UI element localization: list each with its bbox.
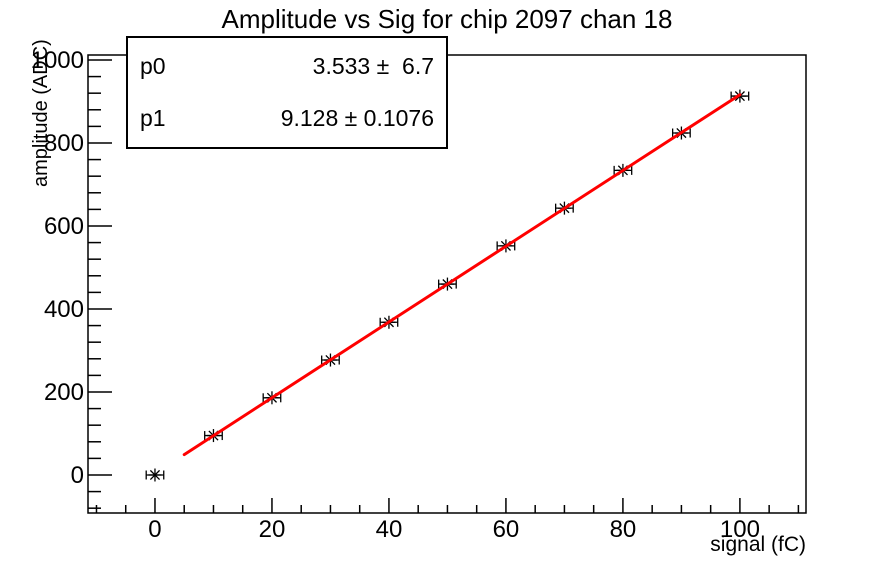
y-tick-label: 800 — [44, 130, 84, 157]
plot-title: Amplitude vs Sig for chip 2097 chan 18 — [221, 4, 673, 34]
data-point — [496, 239, 516, 253]
data-point — [145, 468, 165, 482]
fit-stats-box: p0 3.533 ± 6.7 p1 9.128 ± 0.1076 — [126, 36, 448, 149]
y-tick-label: 0 — [71, 462, 84, 489]
x-tick-label: 40 — [376, 516, 403, 543]
x-tick-label: 20 — [259, 516, 286, 543]
x-axis-title: signal (fC) — [710, 533, 806, 556]
x-tick-label: 80 — [610, 516, 637, 543]
stat-param-name: p0 — [140, 52, 166, 79]
y-tick-label: 600 — [44, 213, 84, 240]
stat-row-p0: p0 3.533 ± 6.7 — [128, 53, 446, 80]
y-axis-title: amplitude (ADC) — [30, 39, 52, 187]
stat-param-name: p1 — [140, 105, 166, 132]
stat-param-value: 9.128 ± 0.1076 — [280, 105, 434, 132]
marker-segment — [149, 469, 161, 481]
x-tick-label: 0 — [148, 516, 161, 543]
x-tick-label: 100 — [720, 516, 760, 543]
fit-line — [182, 93, 742, 457]
y-tick-label: 200 — [44, 379, 84, 406]
y-tick-label: 1000 — [31, 47, 84, 74]
x-tick-label: 60 — [493, 516, 520, 543]
y-tick-label: 400 — [44, 296, 84, 323]
stat-param-value: 3.533 ± 6.7 — [312, 52, 434, 79]
stat-row-p1: p1 9.128 ± 0.1076 — [128, 105, 446, 132]
